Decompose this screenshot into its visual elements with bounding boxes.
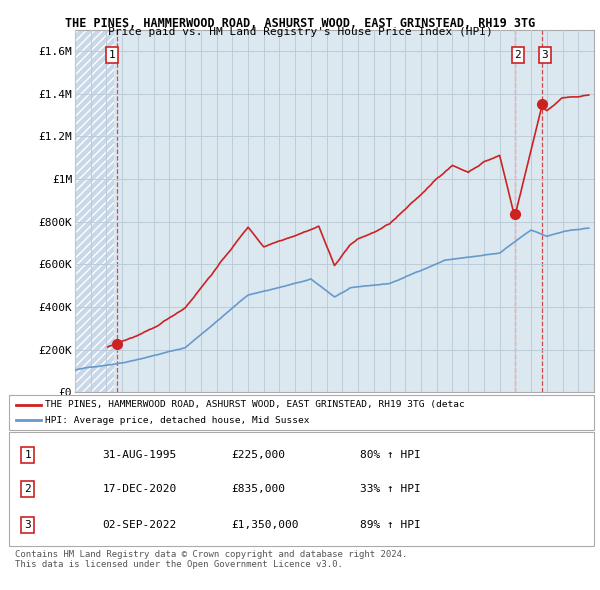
Text: £835,000: £835,000 xyxy=(232,484,286,494)
Text: THE PINES, HAMMERWOOD ROAD, ASHURST WOOD, EAST GRINSTEAD, RH19 3TG (detac: THE PINES, HAMMERWOOD ROAD, ASHURST WOOD… xyxy=(45,400,465,409)
Text: THE PINES, HAMMERWOOD ROAD, ASHURST WOOD, EAST GRINSTEAD, RH19 3TG: THE PINES, HAMMERWOOD ROAD, ASHURST WOOD… xyxy=(65,17,535,30)
Text: 02-SEP-2022: 02-SEP-2022 xyxy=(103,520,177,530)
Text: £1,350,000: £1,350,000 xyxy=(232,520,299,530)
Text: £225,000: £225,000 xyxy=(232,450,286,460)
Bar xyxy=(75,30,115,392)
FancyBboxPatch shape xyxy=(9,395,594,430)
Text: 17-DEC-2020: 17-DEC-2020 xyxy=(103,484,177,494)
Text: 3: 3 xyxy=(25,520,31,530)
Text: 2: 2 xyxy=(25,484,31,494)
Text: 31-AUG-1995: 31-AUG-1995 xyxy=(103,450,177,460)
FancyBboxPatch shape xyxy=(9,432,594,546)
Text: 80% ↑ HPI: 80% ↑ HPI xyxy=(360,450,421,460)
Text: 3: 3 xyxy=(541,50,548,60)
Text: Contains HM Land Registry data © Crown copyright and database right 2024.
This d: Contains HM Land Registry data © Crown c… xyxy=(15,550,407,569)
Text: 2: 2 xyxy=(514,50,521,60)
Text: HPI: Average price, detached house, Mid Sussex: HPI: Average price, detached house, Mid … xyxy=(45,416,310,425)
Text: 89% ↑ HPI: 89% ↑ HPI xyxy=(360,520,421,530)
Text: 1: 1 xyxy=(25,450,31,460)
Text: Price paid vs. HM Land Registry's House Price Index (HPI): Price paid vs. HM Land Registry's House … xyxy=(107,27,493,37)
Text: 1: 1 xyxy=(109,50,116,60)
Text: 33% ↑ HPI: 33% ↑ HPI xyxy=(360,484,421,494)
